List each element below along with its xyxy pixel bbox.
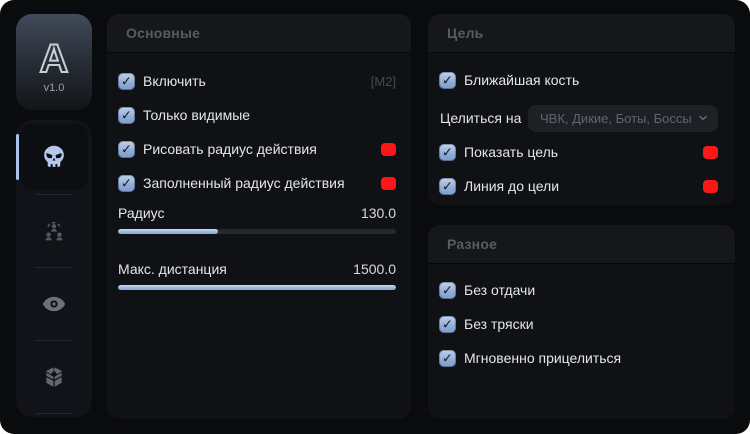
- checkbox-label: Без тряски: [464, 316, 534, 332]
- sidebar-item-visuals[interactable]: [16, 268, 92, 340]
- checkmark-icon: ✓: [442, 72, 453, 87]
- aim-target-row: Целиться на ЧВК, Дикие, Боты, Боссы: [439, 101, 718, 135]
- panel-title: Основные: [126, 25, 201, 41]
- logo-card: A v1.0: [16, 14, 92, 110]
- checkbox-row-no-recoil: ✓ Без отдачи: [439, 273, 718, 307]
- panel-title: Цель: [447, 25, 484, 41]
- nav-divider: [35, 267, 73, 268]
- checkbox-label: Заполненный радиус действия: [143, 175, 345, 191]
- checkbox-row-instant-aim: ✓ Мгновенно прицелиться: [439, 341, 718, 375]
- line-to-target-checkbox[interactable]: ✓: [439, 177, 456, 195]
- checkmark-icon: ✓: [121, 107, 132, 122]
- no-recoil-checkbox[interactable]: ✓: [439, 281, 456, 299]
- checkbox-label: Включить: [143, 73, 206, 89]
- slider-value: 1500.0: [353, 261, 396, 277]
- svg-text:A: A: [40, 37, 69, 79]
- slider-label: Радиус: [118, 205, 165, 221]
- sidebar-nav: [16, 120, 92, 417]
- version-label: v1.0: [43, 81, 65, 94]
- checkbox-label: Мгновенно прицелиться: [464, 350, 622, 366]
- color-swatch[interactable]: [703, 179, 718, 193]
- slider-label: Макс. дистанция: [118, 261, 227, 277]
- show-target-checkbox[interactable]: ✓: [439, 143, 456, 161]
- skull-icon: [44, 145, 64, 167]
- color-swatch[interactable]: [381, 176, 396, 190]
- dropdown-value: ЧВК, Дикие, Боты, Боссы: [540, 110, 692, 126]
- checkbox-row-enable: ✓ Включить [M2]: [118, 64, 396, 98]
- panel-main: Основные ✓ Включить [M2] ✓ Только видимы…: [107, 14, 411, 419]
- checkbox-row-show-target: ✓ Показать цель: [439, 135, 718, 169]
- sidebar-item-loot[interactable]: [16, 341, 92, 413]
- checkmark-icon: ✓: [442, 350, 453, 365]
- visible-only-checkbox[interactable]: ✓: [118, 106, 135, 124]
- checkmark-icon: ✓: [442, 144, 453, 159]
- checkbox-row-line-to-target: ✓ Линия до цели: [439, 169, 718, 203]
- slider-fill: [118, 285, 396, 290]
- slider-fill: [118, 229, 219, 234]
- max-distance-slider-head: Макс. дистанция 1500.0: [118, 258, 396, 280]
- instant-aim-checkbox[interactable]: ✓: [439, 349, 456, 367]
- checkbox-row-nearest-bone: ✓ Ближайшая кость: [439, 63, 718, 97]
- checkbox-row-filled-radius: ✓ Заполненный радиус действия: [118, 166, 396, 200]
- dropdown-label: Целиться на: [440, 110, 522, 126]
- checkbox-row-no-sway: ✓ Без тряски: [439, 307, 718, 341]
- color-swatch[interactable]: [381, 142, 396, 156]
- checkmark-icon: ✓: [121, 141, 132, 156]
- sidebar-item-aimbot[interactable]: [16, 124, 88, 190]
- nav-divider: [35, 413, 73, 414]
- checkmark-icon: ✓: [442, 282, 453, 297]
- checkmark-icon: ✓: [442, 178, 453, 193]
- nav-divider: [35, 194, 73, 195]
- checkmark-icon: ✓: [121, 175, 132, 190]
- checkbox-label: Без отдачи: [464, 282, 536, 298]
- enable-checkbox[interactable]: ✓: [118, 72, 135, 90]
- checkbox-label: Показать цель: [464, 144, 559, 160]
- active-accent-bar: [16, 134, 19, 180]
- aim-target-dropdown[interactable]: ЧВК, Дикие, Боты, Боссы: [528, 104, 718, 132]
- checkbox-label: Линия до цели: [464, 178, 560, 194]
- checkbox-row-draw-radius: ✓ Рисовать радиус действия: [118, 132, 396, 166]
- nav-divider: [35, 340, 73, 341]
- checkmark-icon: ✓: [121, 73, 132, 88]
- checkbox-label: Ближайшая кость: [464, 72, 580, 88]
- slider-value: 130.0: [360, 205, 396, 221]
- no-sway-checkbox[interactable]: ✓: [439, 315, 456, 333]
- panel-misc-header: Разное: [428, 225, 735, 264]
- panel-target: Цель ✓ Ближайшая кость Целиться на ЧВК, …: [428, 14, 735, 205]
- panel-main-header: Основные: [107, 14, 411, 53]
- radius-slider[interactable]: [118, 229, 396, 234]
- radius-slider-head: Радиус 130.0: [118, 202, 396, 224]
- crowd-icon: [45, 221, 63, 241]
- draw-radius-checkbox[interactable]: ✓: [118, 140, 135, 158]
- sidebar-item-players[interactable]: [16, 195, 92, 267]
- checkmark-icon: ✓: [442, 316, 453, 331]
- nearest-bone-checkbox[interactable]: ✓: [439, 71, 456, 89]
- filled-radius-checkbox[interactable]: ✓: [118, 174, 135, 192]
- chevron-down-icon: [699, 115, 707, 121]
- hotkey-label: [M2]: [370, 73, 396, 89]
- panel-misc: Разное ✓ Без отдачи ✓ Без тряски ✓ Мгнов…: [428, 225, 735, 419]
- logo-a-icon: A: [39, 37, 70, 79]
- panel-target-header: Цель: [428, 14, 735, 53]
- panel-title: Разное: [447, 236, 498, 252]
- box-icon: [45, 367, 63, 387]
- color-swatch[interactable]: [703, 145, 718, 159]
- checkbox-row-visible-only: ✓ Только видимые: [118, 98, 396, 132]
- max-distance-slider[interactable]: [118, 285, 396, 290]
- checkbox-label: Рисовать радиус действия: [143, 141, 317, 157]
- checkbox-label: Только видимые: [143, 107, 251, 123]
- eye-icon: [42, 296, 66, 312]
